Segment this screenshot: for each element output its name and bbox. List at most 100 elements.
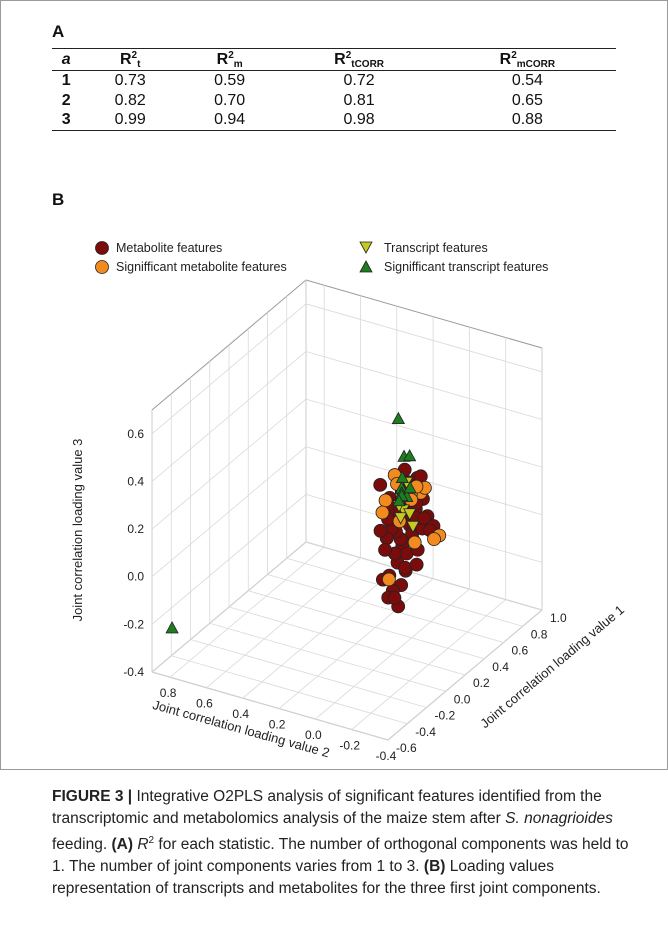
floor-grid-line — [286, 557, 523, 627]
wall-grid-line — [151, 446, 307, 578]
scatter-3d-chart: Metabolite features Signifficant metabol… — [70, 241, 627, 760]
caption-a-label: (A) — [111, 836, 134, 853]
sig-metabolite-point — [381, 572, 396, 587]
metabolite-point — [398, 560, 413, 575]
x-tick-label: 0.2 — [269, 718, 286, 732]
z-axis-title: Joint correlation loading value 3 — [70, 439, 85, 622]
floor-grid-line — [228, 606, 466, 676]
caption-after-species: feeding. — [52, 836, 108, 853]
sig-transcript-point — [402, 448, 417, 462]
sig-transcript-point — [392, 493, 406, 507]
figure-caption: FIGURE 3 | Integrative O2PLS analysis of… — [52, 786, 630, 900]
x-tick-label: -0.2 — [339, 739, 360, 753]
wall-grid-line — [151, 541, 307, 673]
z-tick-label: 0.6 — [127, 427, 144, 441]
y-tick-label: 0.8 — [531, 627, 548, 641]
sig-metabolite-point — [407, 535, 422, 550]
metabolite-point — [378, 542, 392, 557]
header-r2m: R2m — [179, 48, 280, 71]
axis-titles: Joint correlation loading value 2 Joint … — [70, 439, 627, 760]
header-r2tcorr: R2tCORR — [279, 48, 439, 71]
y-tick-label: 0.0 — [454, 692, 471, 706]
header-r2mcorr: R2mCORR — [438, 48, 616, 71]
wall-grid-line — [305, 541, 543, 611]
cell-r2t: 0.73 — [114, 71, 146, 89]
y-tick-label: -0.2 — [435, 709, 456, 723]
caption-b-label: (B) — [423, 858, 446, 875]
metabolite-point — [373, 523, 388, 538]
cell-r2m: 0.70 — [214, 91, 246, 109]
box-edge — [305, 279, 543, 349]
z-tick-label: 0.4 — [127, 474, 144, 488]
cell-a: 2 — [61, 91, 71, 109]
legend-transcript-marker — [359, 241, 373, 254]
z-tick-label: -0.2 — [123, 617, 144, 631]
panel-a-label: A — [52, 22, 65, 41]
wall-grid-line — [305, 398, 543, 468]
wall-grid-line — [305, 303, 543, 373]
table-row: 2 0.82 0.70 0.81 0.65 — [52, 91, 616, 111]
x-tick-label: 0.0 — [305, 728, 322, 742]
cell-r2t: 0.82 — [114, 91, 146, 109]
caption-main-text: Integrative O2PLS analysis of significan… — [52, 788, 602, 827]
wall-grid-line — [151, 351, 307, 482]
r2-statistics-table: a R2t R2m R2tCORR R2mCORR 1 0.73 0.59 0.… — [52, 48, 616, 131]
data-points — [165, 411, 447, 634]
transcript-point — [403, 508, 417, 521]
transcript-point — [406, 520, 420, 534]
legend-metabolite-marker — [95, 241, 109, 255]
cell-r2tcorr: 0.81 — [343, 91, 375, 109]
metabolite-point — [373, 477, 388, 492]
y-tick-label: 0.6 — [512, 644, 529, 658]
floor-grid-line — [209, 622, 446, 692]
transcript-point — [393, 512, 408, 525]
table-row: 3 0.99 0.94 0.98 0.88 — [52, 110, 616, 131]
floor-grid-line — [248, 590, 485, 660]
caption-species: S. nonagrioides — [505, 810, 613, 827]
floor-grid-line — [151, 671, 389, 741]
sig-metabolite-point — [427, 532, 441, 547]
cell-r2m: 0.94 — [179, 110, 280, 131]
caption-a-text: for each statistic. The number of orthog… — [52, 836, 629, 875]
y-tick-label: -0.6 — [396, 741, 417, 755]
x-tick-label: -0.4 — [376, 749, 397, 760]
legend-sig-transcript-marker — [359, 260, 373, 273]
grid-lines — [151, 280, 543, 741]
z-tick-label: -0.4 — [123, 665, 144, 679]
metabolite-point — [387, 591, 402, 605]
sig-transcript-point — [403, 480, 417, 494]
wall-grid-line — [305, 351, 543, 420]
z-tick-label: 0.2 — [127, 522, 144, 536]
tick-labels: 0.80.60.40.20.0-0.2-0.4-0.6-0.4-0.20.00.… — [123, 427, 567, 760]
legend-sig-transcript-label: Signifficant transcript features — [384, 260, 548, 274]
cell-r2mcorr: 0.65 — [511, 91, 543, 109]
sig-metabolite-point — [378, 493, 393, 508]
metabolite-point — [409, 557, 424, 572]
table-header-row: a R2t R2m R2tCORR R2mCORR — [52, 48, 616, 71]
wall-grid-line — [151, 303, 307, 435]
cell-r2t: 0.99 — [80, 110, 180, 131]
wall-grid-line — [151, 398, 307, 530]
sig-transcript-point — [165, 621, 179, 634]
caption-b-text: Loading values representation of transcr… — [52, 858, 601, 897]
z-tick-label: 0.0 — [127, 570, 144, 584]
cell-r2m: 0.59 — [214, 71, 246, 89]
cell-r2tcorr: 0.98 — [279, 110, 439, 131]
legend-sig-metabolite-marker — [95, 260, 109, 274]
floor-grid-line — [190, 639, 427, 708]
metabolite-point — [417, 511, 432, 526]
sig-metabolite-point — [375, 505, 390, 520]
floor-grid-line — [171, 655, 408, 725]
sig-transcript-point — [395, 470, 410, 483]
sig-transcript-point — [391, 411, 406, 425]
caption-r2: R — [137, 836, 149, 853]
cell-a: 3 — [52, 110, 81, 131]
header-r2t: R2t — [80, 48, 180, 71]
cell-r2tcorr: 0.72 — [343, 71, 375, 89]
cell-a: 1 — [61, 71, 71, 89]
cell-r2mcorr: 0.88 — [438, 110, 616, 131]
wall-grid-line — [151, 494, 307, 625]
x-tick-label: 0.6 — [196, 697, 213, 711]
caption-figure-label: FIGURE 3 | — [52, 788, 133, 805]
legend-transcript-label: Transcript features — [384, 241, 488, 255]
